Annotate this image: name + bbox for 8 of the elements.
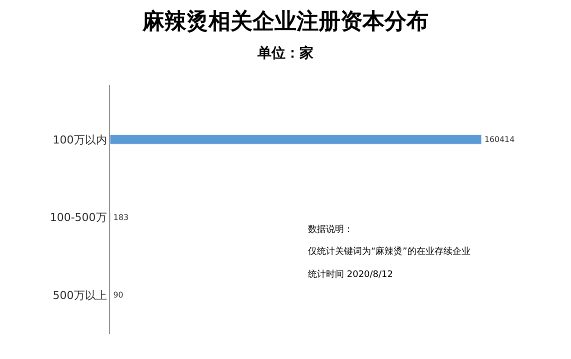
chart-title: 麻辣烫相关企业注册资本分布 [142,8,428,35]
chart-subtitle: 单位：家 [256,44,314,62]
annotation: 仅统计关键词为“麻辣烫”的在业存续企业 [308,246,470,257]
y-tick-label: 500万以上 [52,288,107,302]
y-tick-label: 100万以内 [52,133,107,146]
y-tick-label: 100-500万 [50,211,107,224]
annotation: 数据说明： [308,224,353,235]
annotation: 统计时间 2020/8/12 [308,269,394,280]
